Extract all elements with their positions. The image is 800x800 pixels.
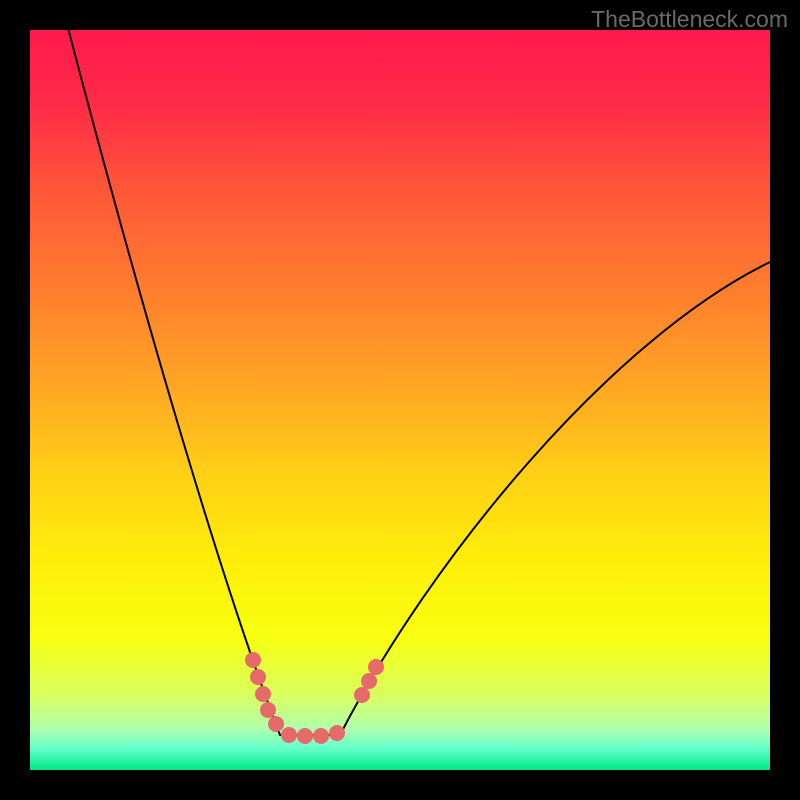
plot-background <box>30 30 770 770</box>
curve-marker <box>281 727 297 743</box>
curve-marker <box>250 669 266 685</box>
watermark-text: TheBottleneck.com <box>591 6 788 33</box>
curve-marker <box>245 652 261 668</box>
curve-marker <box>260 702 276 718</box>
curve-marker <box>368 659 384 675</box>
curve-marker <box>329 725 345 741</box>
curve-marker <box>255 686 271 702</box>
curve-marker <box>354 687 370 703</box>
curve-marker <box>361 673 377 689</box>
curve-marker <box>297 728 313 744</box>
chart-svg <box>0 0 800 800</box>
curve-marker <box>268 716 284 732</box>
curve-marker <box>313 728 329 744</box>
bottleneck-chart: TheBottleneck.com <box>0 0 800 800</box>
